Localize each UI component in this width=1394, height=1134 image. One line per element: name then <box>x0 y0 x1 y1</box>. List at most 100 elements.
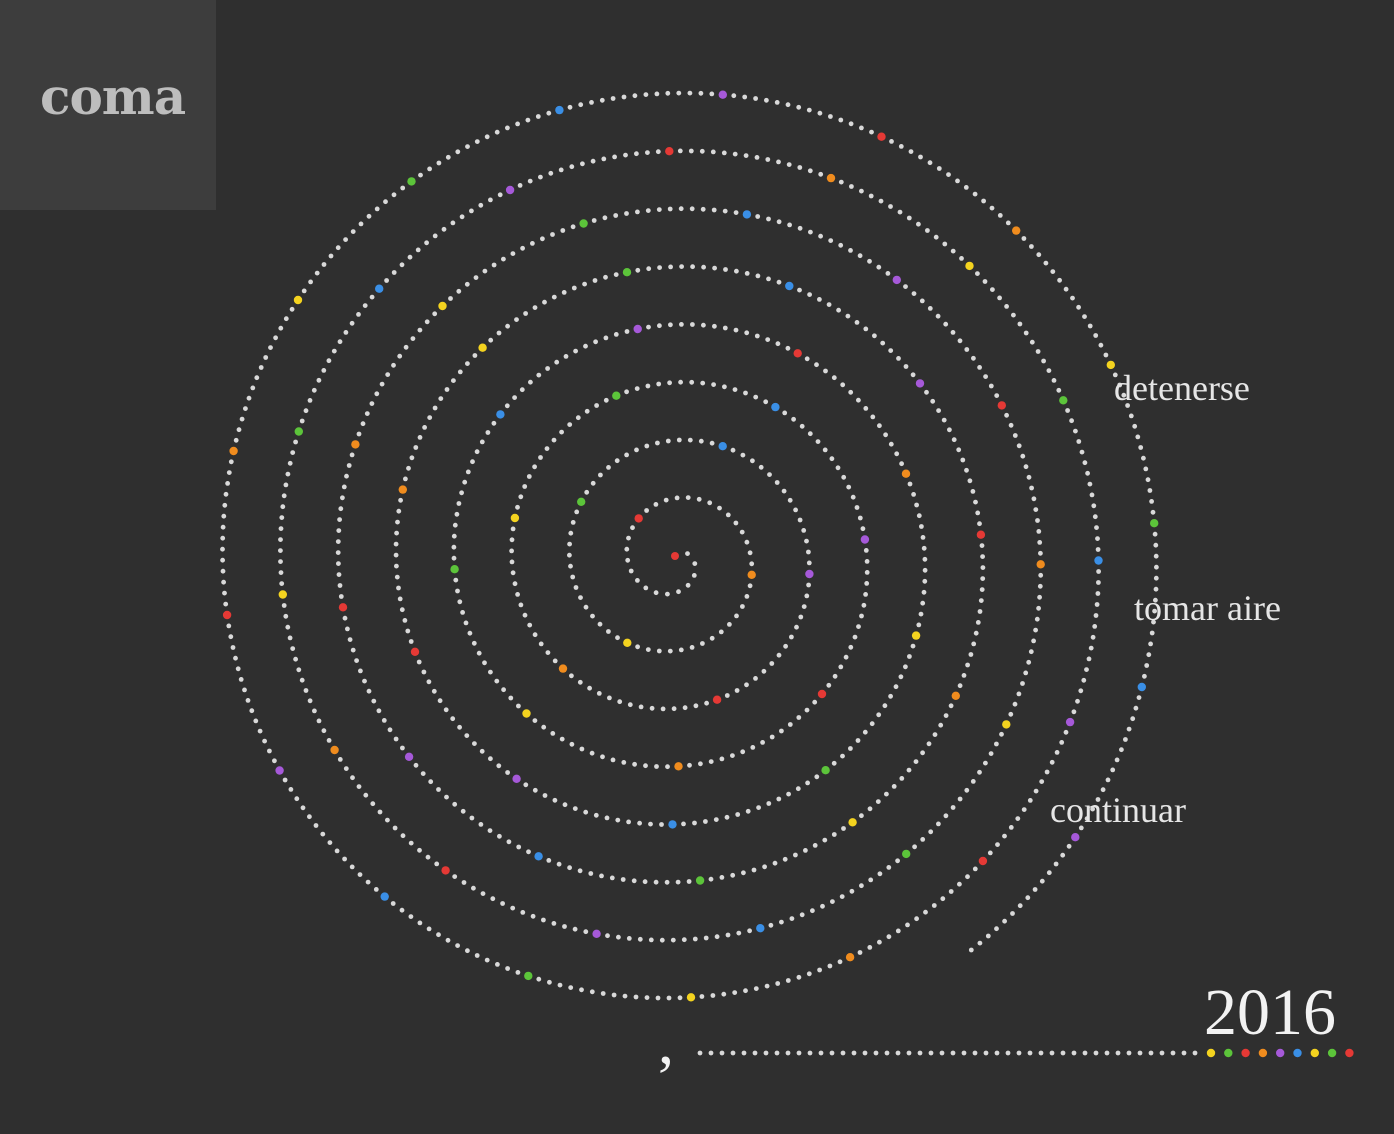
spiral-dot <box>283 316 289 322</box>
spiral-dot <box>1141 455 1146 461</box>
spiral-accent-dot <box>978 856 988 866</box>
spiral-dot <box>587 685 592 691</box>
spiral-dot <box>408 914 414 919</box>
spiral-dot <box>850 494 856 500</box>
spiral-dot <box>390 901 396 906</box>
spiral-dot <box>245 698 251 703</box>
spiral-dot <box>740 604 745 609</box>
spiral-dot <box>656 648 662 654</box>
spiral-dot <box>1023 670 1029 676</box>
spiral-dot <box>583 604 589 610</box>
spiral-dot <box>983 760 988 766</box>
spiral-accent-dot <box>712 695 722 704</box>
spiral-dot <box>964 467 969 473</box>
spiral-accent-dot <box>1150 519 1159 528</box>
spiral-dot <box>1008 422 1014 428</box>
spiral-dot <box>455 588 460 594</box>
spiral-dot <box>931 903 937 908</box>
spiral-dot <box>859 883 864 889</box>
spiral-dot <box>1128 413 1134 419</box>
spiral-dot <box>460 610 465 615</box>
spiral-dot <box>1092 624 1098 629</box>
spiral-dot <box>357 872 363 877</box>
spiral-accent-dot <box>756 924 765 933</box>
spiral-dot <box>1051 378 1057 383</box>
spiral-dot <box>649 705 655 711</box>
spiral-dot <box>418 172 423 178</box>
spiral-dot <box>861 602 867 608</box>
spiral-dot <box>807 431 813 437</box>
spiral-dot <box>785 102 791 108</box>
spiral-dot <box>1053 861 1059 867</box>
spiral-dot <box>436 160 442 166</box>
spiral-dot <box>920 837 926 842</box>
spiral-dot <box>473 275 479 280</box>
spiral-dot <box>947 427 952 433</box>
spiral-dot <box>523 782 529 788</box>
spiral-dot <box>867 945 873 950</box>
spiral-dot <box>518 602 524 608</box>
spiral-dot <box>973 499 978 505</box>
spiral-dot <box>1151 619 1156 625</box>
spiral-dot <box>504 403 510 409</box>
spiral-accent-dot <box>877 132 886 141</box>
spiral-dot <box>551 437 557 443</box>
spiral-dot <box>1026 659 1032 665</box>
spiral-dot <box>337 339 343 345</box>
spiral-accent-dot <box>438 301 447 311</box>
spiral-dot <box>712 265 717 271</box>
spiral-accent-dot <box>622 268 632 277</box>
spiral-dot <box>590 480 596 486</box>
baseline-dot <box>1082 1050 1088 1056</box>
spiral-dot <box>451 378 456 383</box>
spiral-dot <box>1145 477 1151 483</box>
spiral-dot <box>522 612 528 618</box>
spiral-dot <box>570 224 576 230</box>
spiral-dot <box>735 812 741 817</box>
spiral-dot <box>523 311 528 316</box>
spiral-dot <box>272 758 277 764</box>
spiral-dot <box>538 455 543 460</box>
spiral-dot <box>626 936 632 941</box>
spiral-dot <box>1037 583 1043 589</box>
spiral-dot <box>740 749 746 755</box>
spiral-accent-dot <box>229 446 238 456</box>
spiral-dot <box>285 471 291 477</box>
spiral-dot <box>666 995 672 1001</box>
spiral-dot <box>562 802 568 808</box>
spiral-dot <box>872 333 877 339</box>
spiral-dot <box>311 387 317 393</box>
spiral-dot <box>471 640 477 646</box>
spiral-dot <box>886 934 892 940</box>
spiral-dot <box>1093 333 1099 338</box>
spiral-dot <box>294 796 300 802</box>
spiral-dot <box>579 746 585 752</box>
spiral-dot <box>1150 509 1156 515</box>
spiral-dot <box>1078 688 1084 694</box>
spiral-dot <box>343 237 348 243</box>
spiral-dot <box>921 589 927 595</box>
spiral-dot <box>645 208 651 214</box>
spiral-dot <box>370 801 376 807</box>
spiral-dot <box>459 214 465 220</box>
spiral-dot <box>400 185 406 191</box>
spiral-dot <box>1020 681 1025 686</box>
spiral-dot <box>685 582 691 588</box>
spiral-dot <box>817 297 822 302</box>
spiral-dot <box>366 213 372 219</box>
spiral-dot <box>836 307 841 313</box>
spiral-dot <box>968 947 974 953</box>
spiral-dot <box>898 144 904 149</box>
spiral-dot <box>744 330 750 336</box>
spiral-dot <box>701 264 706 270</box>
spiral-dot <box>835 465 841 471</box>
palette-dot <box>1310 1048 1320 1058</box>
spiral-dot <box>744 594 750 599</box>
spiral-dot <box>1084 667 1089 672</box>
spiral-dot <box>849 184 854 189</box>
spiral-dot <box>635 209 640 215</box>
spiral-dot <box>1153 575 1159 581</box>
spiral-dot <box>690 264 695 270</box>
spiral-dot <box>341 484 347 490</box>
